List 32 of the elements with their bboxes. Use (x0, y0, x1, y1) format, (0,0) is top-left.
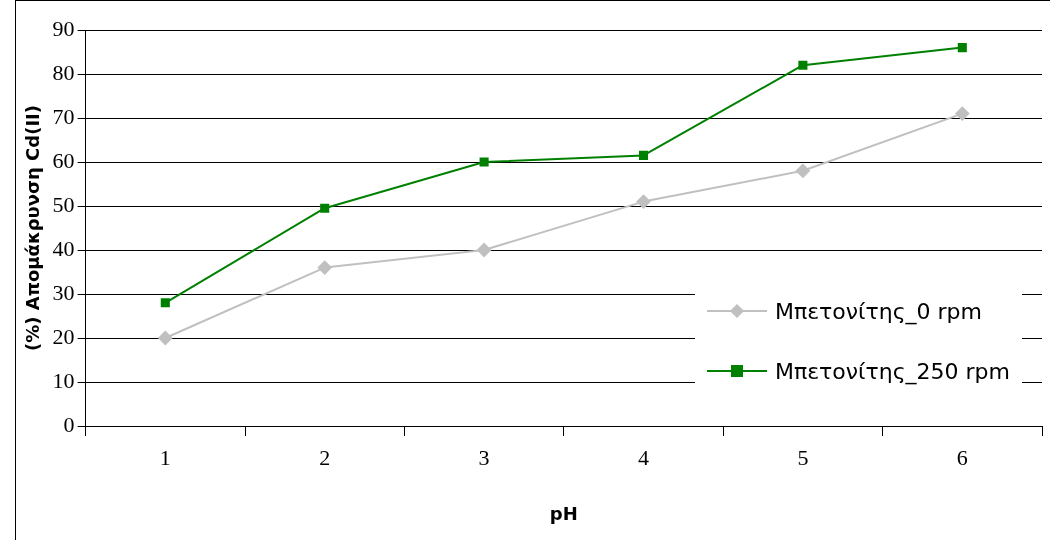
point (160, 298, 170, 308)
point (636, 194, 651, 209)
y-tick-label: 40 (52, 235, 75, 261)
x-axis-title: pH (549, 502, 578, 524)
point (798, 60, 808, 70)
y-tick-label: 60 (52, 147, 75, 173)
y-tick-label: 10 (52, 367, 75, 393)
legend-label: Μπετονίτης_250 rpm (774, 358, 1010, 384)
legend-label: Μπετονίτης_0 rpm (774, 298, 982, 324)
point (477, 243, 492, 257)
y-tick-label: 50 (52, 191, 75, 217)
y-tick-label: 30 (52, 279, 75, 305)
y-tick-label: 0 (63, 411, 75, 437)
y-tick-label: 90 (52, 15, 75, 41)
point (158, 331, 173, 345)
x-tick-label: 2 (319, 444, 331, 470)
x-tick-label: 1 (159, 444, 171, 470)
y-tick-label: 20 (52, 323, 75, 349)
y-axis-title: (%) Απομάκρυνση Cd(II) (22, 104, 44, 352)
x-tick-label: 3 (478, 444, 490, 470)
x-tick-label: 5 (797, 444, 809, 470)
y-tick-label: 70 (52, 103, 75, 129)
x-tick-label: 6 (956, 444, 968, 470)
y-tick-label: 80 (52, 59, 75, 85)
point (955, 106, 970, 121)
point (795, 163, 810, 178)
point (638, 150, 649, 160)
point (320, 203, 330, 213)
point (479, 157, 489, 167)
x-tick-label: 4 (638, 444, 649, 470)
point (957, 43, 967, 53)
point (317, 260, 332, 275)
